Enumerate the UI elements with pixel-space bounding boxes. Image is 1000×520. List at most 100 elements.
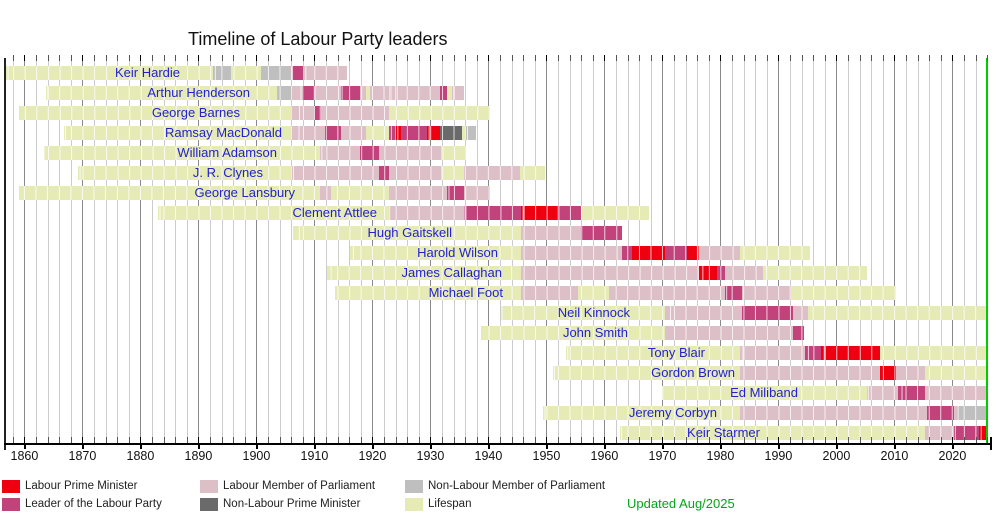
mp-segment [319, 186, 332, 200]
decade-tick [894, 444, 896, 449]
leader-label: Ramsay MacDonald [164, 125, 282, 140]
top-tick [360, 55, 362, 61]
legend-label: Labour Member of Parliament [223, 480, 376, 492]
bottom-tick [766, 437, 768, 443]
top-tick [546, 55, 548, 61]
mp-segment [390, 86, 396, 100]
leader-segment [315, 106, 321, 120]
axis-label: 2010 [880, 449, 909, 463]
decade-tick [662, 444, 664, 449]
gridline [233, 58, 235, 443]
mp-segment [388, 186, 491, 200]
leader-segment [446, 186, 464, 200]
leader-segment [927, 406, 955, 420]
leader-label: Michael Foot [428, 285, 503, 300]
bottom-tick [523, 437, 525, 443]
leader-segment [793, 326, 804, 340]
bottom-tick [337, 437, 339, 443]
leader-segment [742, 306, 794, 320]
decade-tick [778, 444, 780, 449]
top-tick [790, 55, 792, 61]
top-tick [650, 55, 652, 61]
leader-segment [725, 286, 743, 300]
top-tick [465, 55, 467, 61]
top-tick [175, 55, 177, 61]
legend-label: Lifespan [428, 498, 472, 510]
leader-label: George Lansbury [194, 185, 295, 200]
bottom-tick [140, 437, 142, 443]
top-tick [186, 55, 188, 61]
leader-label: Arthur Henderson [147, 85, 250, 100]
top-tick [140, 55, 142, 61]
bottom-tick [442, 437, 444, 443]
mp-segment [451, 86, 465, 100]
top-tick [755, 55, 757, 61]
leader-label: Jeremy Corbyn [628, 405, 717, 420]
decade-tick [314, 444, 316, 449]
legend-swatch-lifespan [405, 498, 423, 511]
gridline [906, 58, 908, 443]
decade-tick [82, 444, 84, 449]
top-tick [244, 55, 246, 61]
mp-segment [319, 146, 441, 160]
leader-label: John Smith [562, 325, 628, 340]
leader-label: Ed Miliband [730, 385, 798, 400]
axis-label: 1970 [648, 449, 677, 463]
bottom-tick [395, 437, 397, 443]
top-tick [372, 55, 374, 61]
top-tick [743, 55, 745, 61]
bottom-tick [372, 437, 374, 443]
bottom-tick [848, 437, 850, 443]
top-tick [836, 55, 838, 61]
gridline [175, 58, 177, 443]
top-tick [279, 55, 281, 61]
pm-segment [427, 126, 440, 140]
gridline [82, 58, 84, 443]
top-tick [82, 55, 84, 61]
bottom-tick [12, 437, 14, 443]
mp-segment [520, 266, 764, 280]
lifespan-bar [63, 126, 476, 140]
decade-tick [836, 444, 838, 449]
top-tick [128, 55, 130, 61]
mp-segment [291, 106, 389, 120]
now-line [986, 58, 989, 443]
axis-label: 1940 [474, 449, 503, 463]
leader-segment [954, 426, 987, 440]
bottom-tick [59, 437, 61, 443]
top-tick [47, 55, 49, 61]
top-tick [163, 55, 165, 61]
bottom-tick [511, 437, 513, 443]
gridline [70, 58, 72, 443]
bottom-tick [906, 437, 908, 443]
mp-segment [520, 286, 578, 300]
bottom-tick [801, 437, 803, 443]
gridline [268, 58, 270, 443]
bottom-tick [47, 437, 49, 443]
mp-segment [291, 166, 441, 180]
nl_mp-segment [277, 86, 292, 100]
mp-segment [303, 66, 348, 80]
plot-left-border [4, 58, 6, 450]
top-tick [592, 55, 594, 61]
top-tick [581, 55, 583, 61]
top-tick [871, 55, 873, 61]
bottom-tick [349, 437, 351, 443]
decade-tick [256, 444, 258, 449]
bottom-tick [36, 437, 38, 443]
axis-label: 1990 [764, 449, 793, 463]
top-tick [882, 55, 884, 61]
bottom-tick [987, 437, 989, 443]
leader-segment [378, 166, 390, 180]
legend-swatch-nl_mp [405, 480, 423, 493]
top-tick [291, 55, 293, 61]
axis-label: 1900 [242, 449, 271, 463]
top-tick [233, 55, 235, 61]
decade-tick [604, 444, 606, 449]
top-tick [616, 55, 618, 61]
legend: Labour Prime Minister Leader of the Labou… [0, 478, 1000, 518]
bottom-tick [500, 437, 502, 443]
nl_mp-segment [213, 66, 231, 80]
decade-tick [198, 444, 200, 449]
gridline [291, 58, 293, 443]
